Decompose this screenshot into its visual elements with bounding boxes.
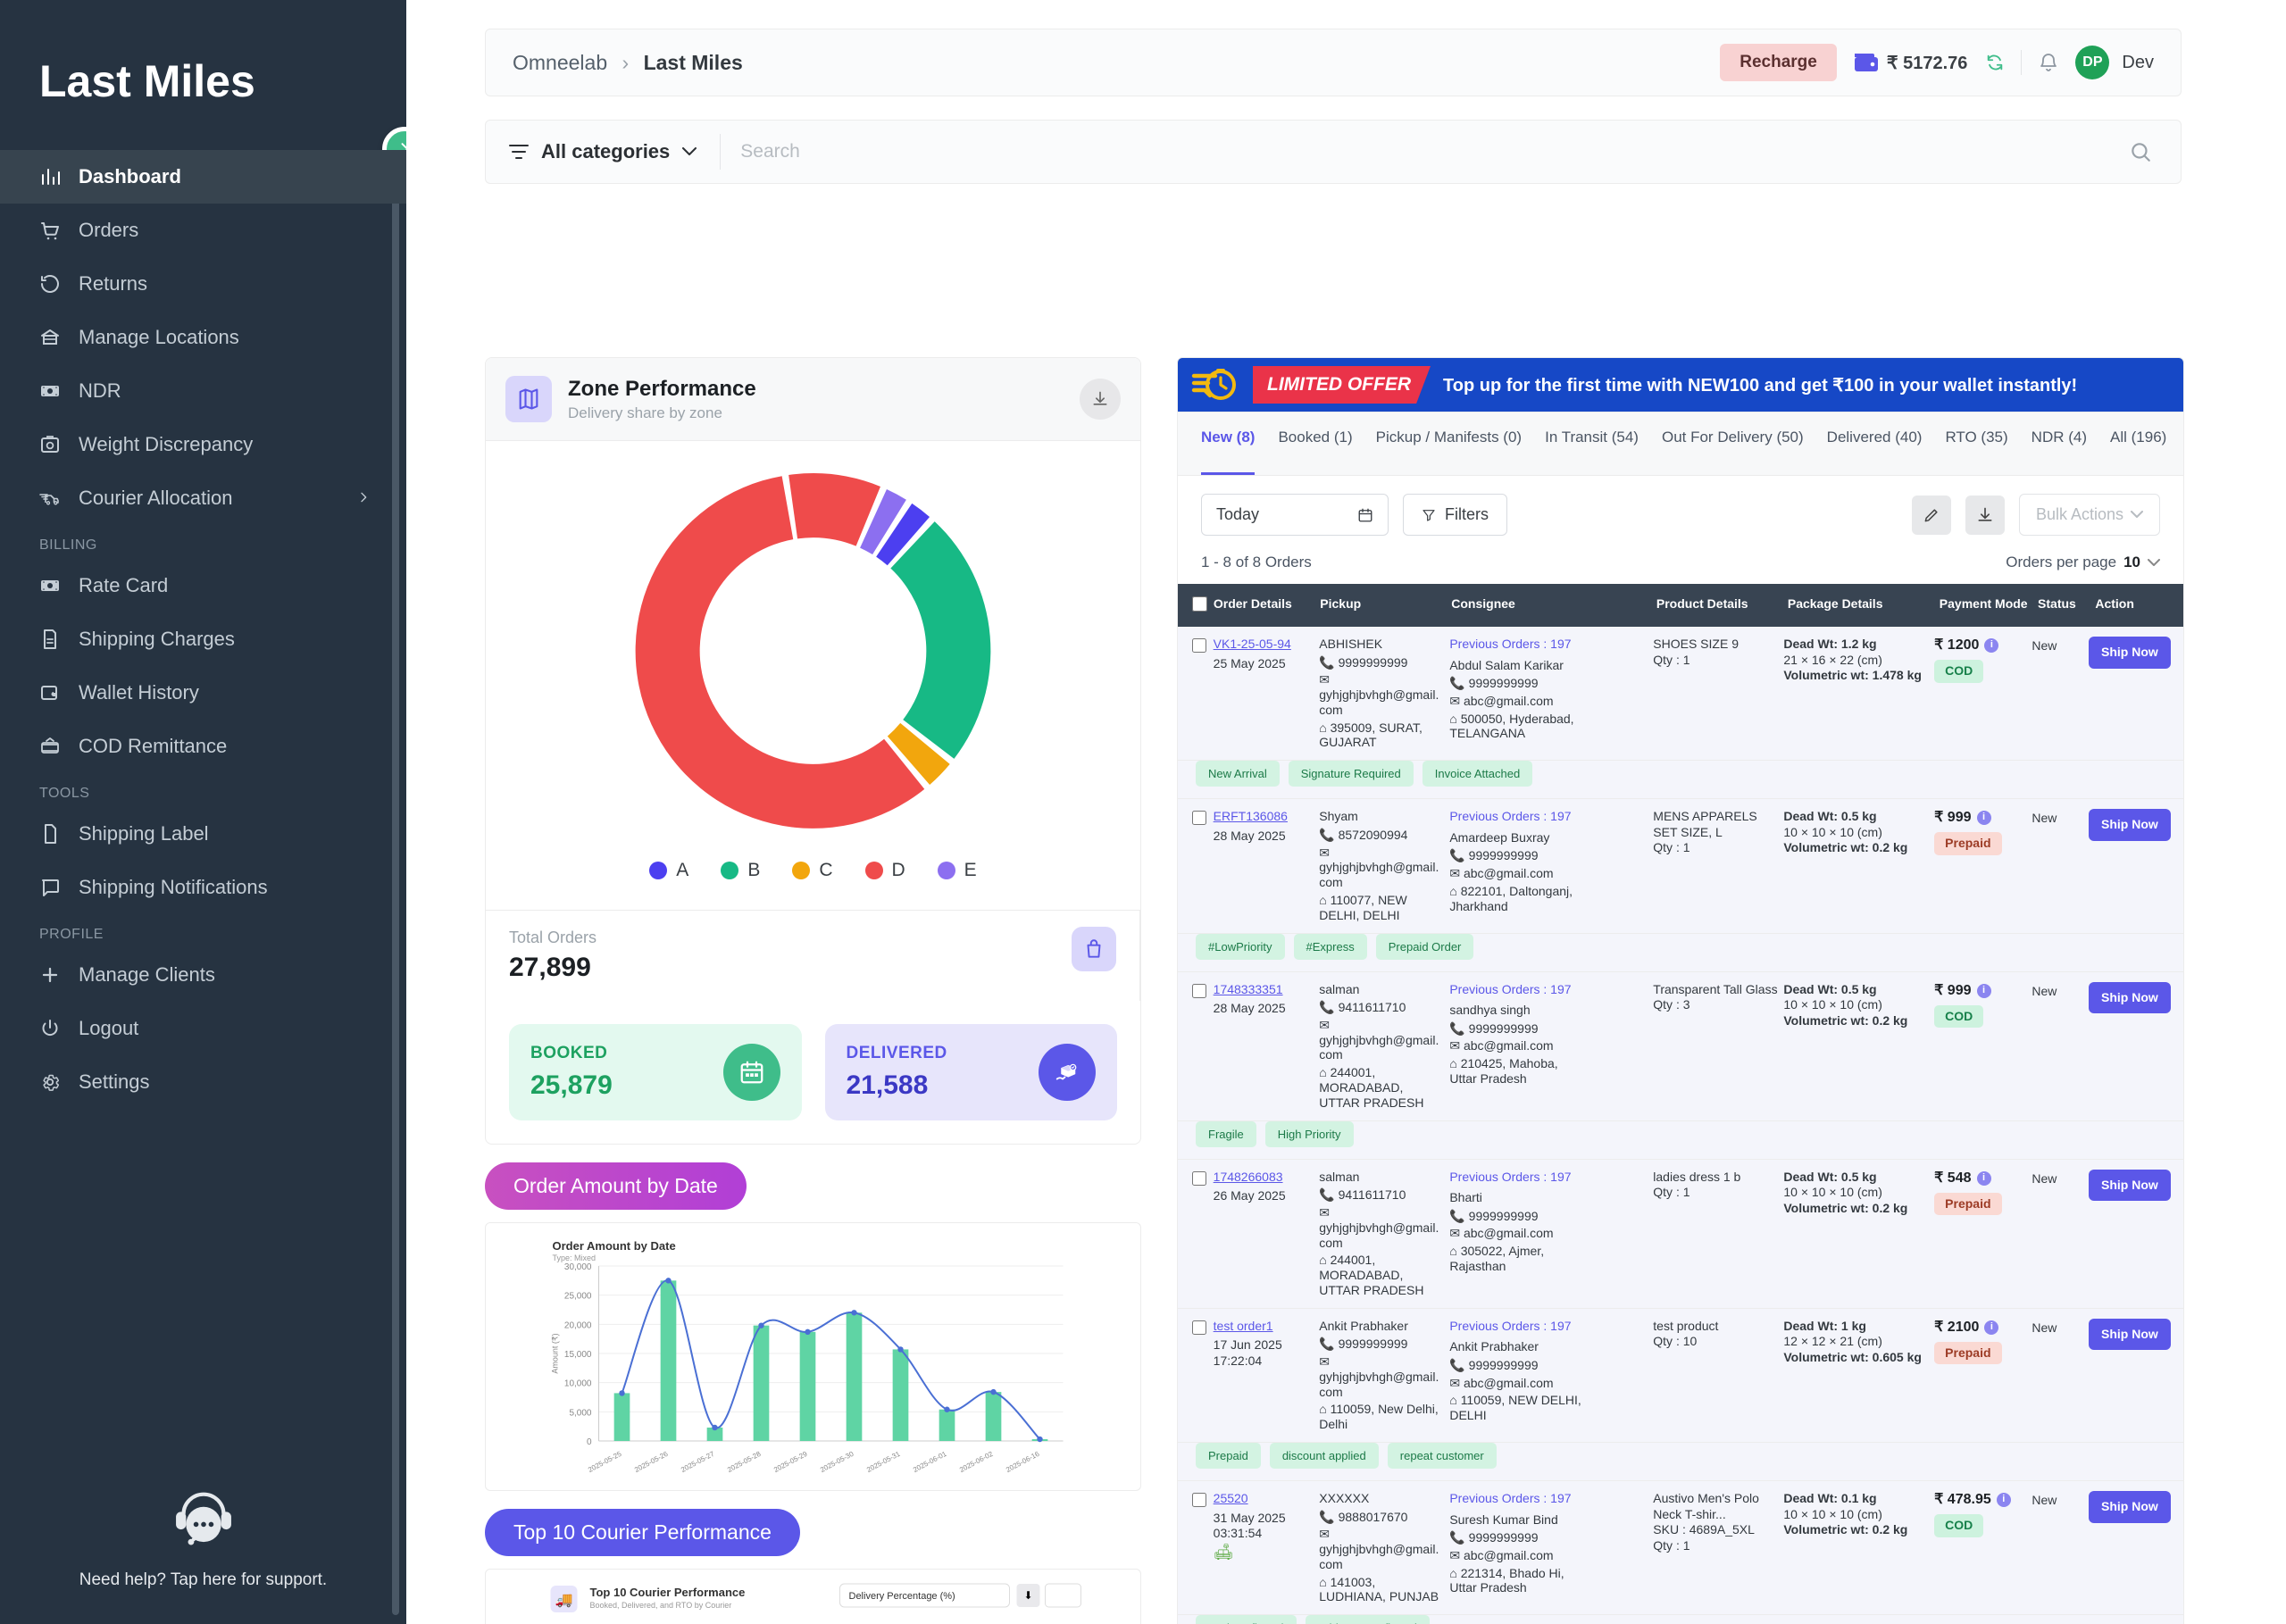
svg-text:Amount (₹): Amount (₹): [551, 1333, 560, 1373]
svg-text:2025-05-30: 2025-05-30: [819, 1450, 855, 1474]
svg-text:5,000: 5,000: [569, 1408, 591, 1418]
svg-text:2025-05-27: 2025-05-27: [680, 1450, 716, 1474]
svg-text:25,000: 25,000: [564, 1292, 592, 1302]
svg-text:2025-06-16: 2025-06-16: [1005, 1450, 1041, 1474]
svg-text:Top 10 Courier Performance: Top 10 Courier Performance: [590, 1586, 746, 1599]
svg-text:Type: Mixed: Type: Mixed: [553, 1253, 597, 1262]
svg-text:2025-05-28: 2025-05-28: [726, 1450, 763, 1474]
svg-text:2025-06-01: 2025-06-01: [912, 1450, 948, 1474]
svg-text:🚚: 🚚: [555, 1593, 573, 1608]
svg-text:10,000: 10,000: [564, 1379, 592, 1389]
svg-text:Order Amount by Date: Order Amount by Date: [553, 1239, 676, 1253]
svg-text:20,000: 20,000: [564, 1320, 592, 1330]
svg-text:0: 0: [587, 1437, 592, 1447]
svg-text:Delivery Percentage (%): Delivery Percentage (%): [849, 1591, 955, 1602]
svg-text:2025-05-31: 2025-05-31: [865, 1450, 902, 1474]
svg-text:2025-05-29: 2025-05-29: [772, 1450, 809, 1474]
svg-text:30,000: 30,000: [564, 1262, 592, 1272]
svg-text:Booked, Delivered, and RTO by: Booked, Delivered, and RTO by Courier: [590, 1601, 732, 1610]
svg-text:2025-06-02: 2025-06-02: [958, 1450, 995, 1474]
svg-text:⬇: ⬇: [1023, 1589, 1032, 1602]
svg-text:2025-05-26: 2025-05-26: [633, 1450, 670, 1474]
svg-text:2025-05-25: 2025-05-25: [587, 1450, 623, 1474]
svg-text:15,000: 15,000: [564, 1350, 592, 1360]
